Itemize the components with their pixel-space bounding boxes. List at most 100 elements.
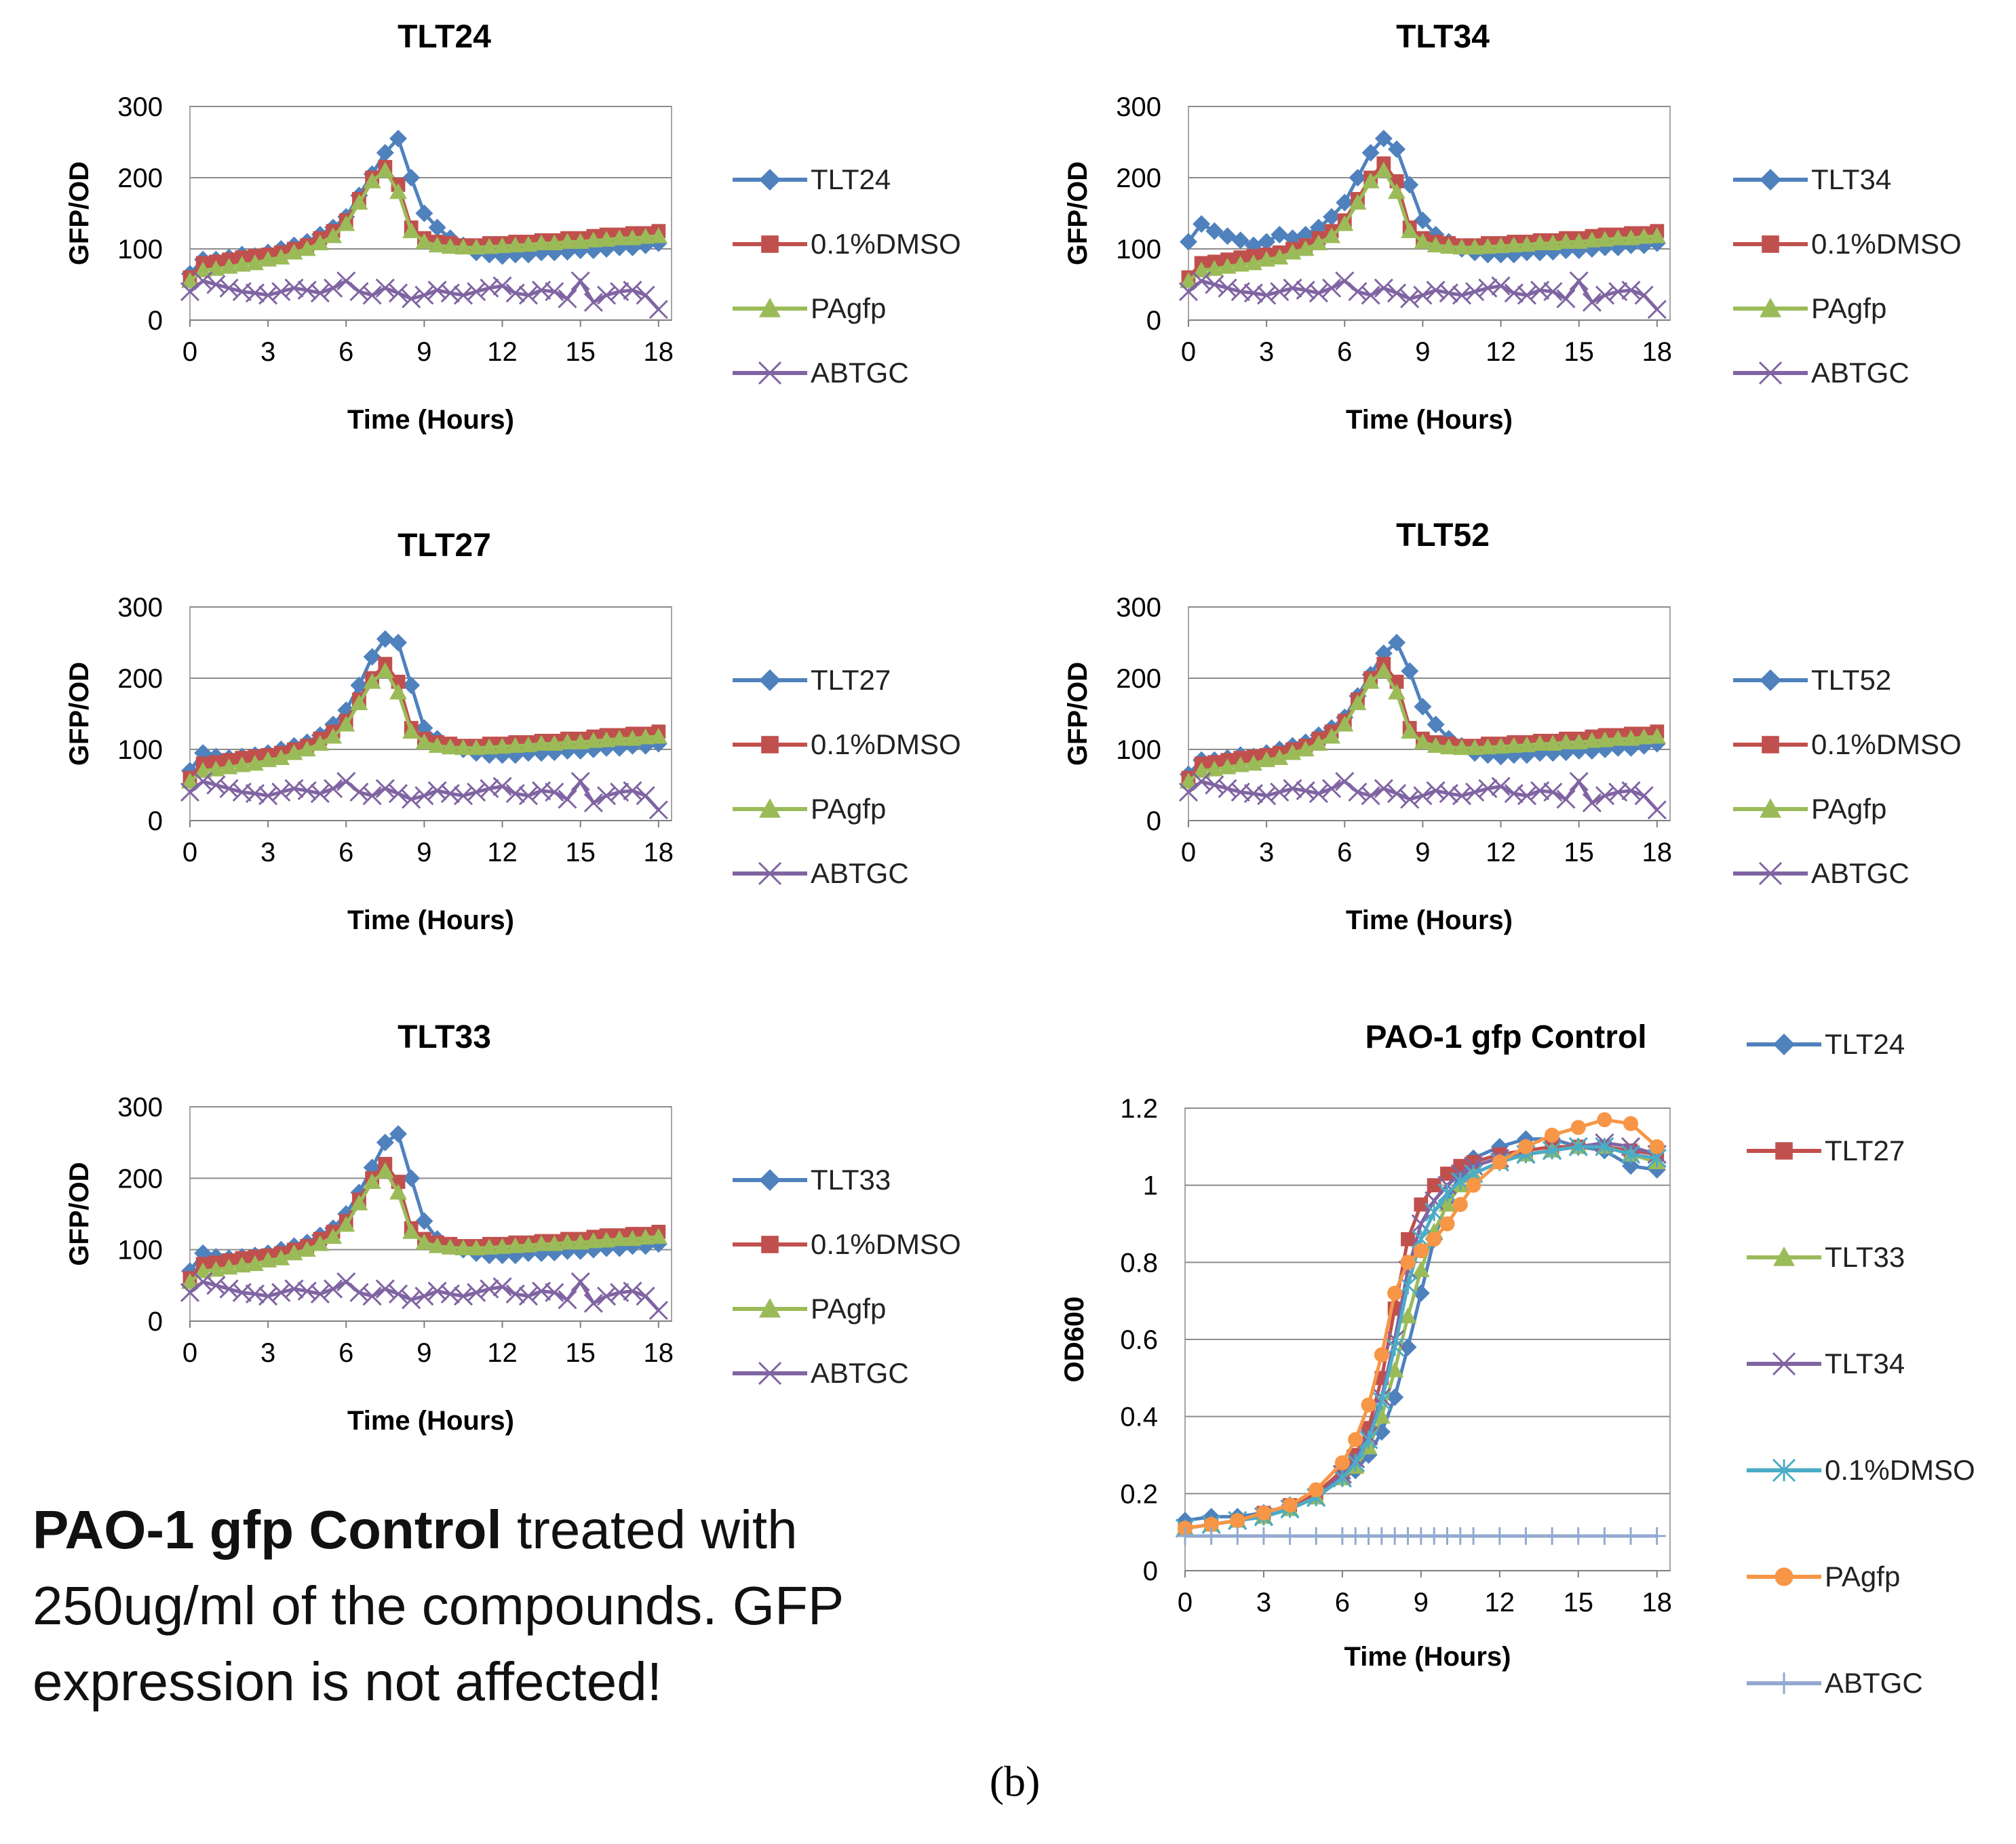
data-point <box>558 733 577 749</box>
data-point <box>206 275 226 294</box>
data-point <box>545 281 564 302</box>
data-point <box>1452 238 1471 255</box>
legend-marker <box>759 669 781 691</box>
data-point <box>336 772 356 791</box>
data-point <box>1492 737 1510 754</box>
data-point <box>1176 1527 1194 1545</box>
data-point <box>1401 662 1419 680</box>
data-point <box>1505 737 1523 753</box>
data-point <box>1490 1527 1509 1545</box>
data-point <box>402 722 421 739</box>
data-point <box>428 236 446 253</box>
data-point <box>1582 292 1602 312</box>
data-point <box>1426 781 1446 800</box>
data-point <box>598 1231 616 1248</box>
data-point <box>1205 275 1224 294</box>
data-point <box>1218 758 1237 774</box>
data-point <box>583 1293 603 1313</box>
data-point <box>598 231 616 247</box>
data-point <box>1336 193 1354 212</box>
figure-caption: PAO-1 gfp Control treated with 250ug/ml … <box>33 1492 880 1720</box>
legend-marker <box>759 1298 781 1318</box>
data-point <box>233 256 251 272</box>
data-point <box>570 271 590 291</box>
data-point <box>1439 237 1458 254</box>
legend-marker <box>1775 1142 1793 1160</box>
data-point <box>233 756 251 772</box>
data-point <box>219 779 239 798</box>
data-point <box>453 1287 473 1306</box>
legend-marker <box>1760 798 1781 818</box>
x-tick-label: 12 <box>487 1338 518 1368</box>
y-tick-label: 200 <box>117 163 163 193</box>
data-point <box>454 1239 472 1255</box>
x-tick-label: 9 <box>416 337 431 367</box>
data-point <box>610 1230 629 1247</box>
y-axis-label: GFP/OD <box>64 161 94 265</box>
data-point <box>596 1287 617 1306</box>
data-point <box>1427 737 1445 753</box>
x-tick-label: 3 <box>1259 838 1274 867</box>
x-tick-label: 12 <box>1486 337 1516 367</box>
data-point <box>1388 183 1406 199</box>
data-point <box>1427 1178 1441 1193</box>
data-point <box>480 738 499 755</box>
data-point <box>1596 231 1614 247</box>
y-tick-label: 0 <box>1146 806 1161 836</box>
data-point <box>1307 1527 1325 1545</box>
data-point <box>1346 1453 1365 1472</box>
legend-marker <box>1760 298 1781 317</box>
data-point <box>1545 1127 1560 1143</box>
data-point <box>1491 777 1511 796</box>
data-point <box>558 233 577 249</box>
data-point <box>1256 1505 1271 1521</box>
y-tick-label: 0 <box>1146 306 1161 336</box>
data-point <box>1309 734 1327 751</box>
data-point <box>220 1259 238 1275</box>
y-tick-label: 300 <box>1116 593 1161 623</box>
data-point <box>1361 172 1380 189</box>
data-point <box>1491 276 1511 296</box>
data-point <box>336 1272 356 1292</box>
data-point <box>1372 1407 1391 1424</box>
y-tick-label: 200 <box>117 1164 163 1194</box>
x-tick-label: 0 <box>1181 838 1196 867</box>
data-point <box>1622 1527 1640 1545</box>
x-axis-label: Time (Hours) <box>347 1406 514 1436</box>
y-tick-label: 100 <box>1116 735 1161 765</box>
data-point <box>259 1251 277 1268</box>
data-point <box>1621 280 1641 300</box>
data-point <box>219 1279 239 1299</box>
chart-tlt27: TLT27 0 100 200 300 0 3 6 9 12 15 18 Time (Hours) GFP… <box>64 528 961 935</box>
data-point <box>648 1301 668 1320</box>
data-point <box>350 193 368 210</box>
data-point <box>220 258 238 274</box>
data-point <box>193 1272 213 1292</box>
data-point <box>1647 800 1667 820</box>
data-point <box>1348 782 1368 802</box>
data-point <box>1623 1116 1639 1131</box>
data-point <box>1648 728 1666 744</box>
data-point <box>297 280 317 300</box>
data-point <box>623 280 642 300</box>
data-point <box>272 1249 290 1266</box>
data-point <box>1335 271 1355 291</box>
data-point <box>1544 734 1562 751</box>
data-point <box>388 283 408 303</box>
data-point <box>1180 233 1197 251</box>
legend-marker <box>1773 1247 1795 1266</box>
data-point <box>1622 1157 1640 1175</box>
legend-marker <box>1758 361 1783 385</box>
data-point <box>1322 278 1342 298</box>
data-point <box>220 758 238 774</box>
legend-item: ABTGC <box>733 1357 909 1389</box>
data-point <box>532 734 551 751</box>
data-point <box>362 786 382 806</box>
data-point <box>1323 227 1341 243</box>
legend-item: PAgfp <box>733 1293 886 1325</box>
x-tick-label: 3 <box>260 838 275 867</box>
data-point <box>1517 786 1536 806</box>
chart-title: TLT52 <box>1396 517 1490 553</box>
legend-item: PAgfp <box>1747 1561 1900 1592</box>
data-point <box>271 782 291 802</box>
